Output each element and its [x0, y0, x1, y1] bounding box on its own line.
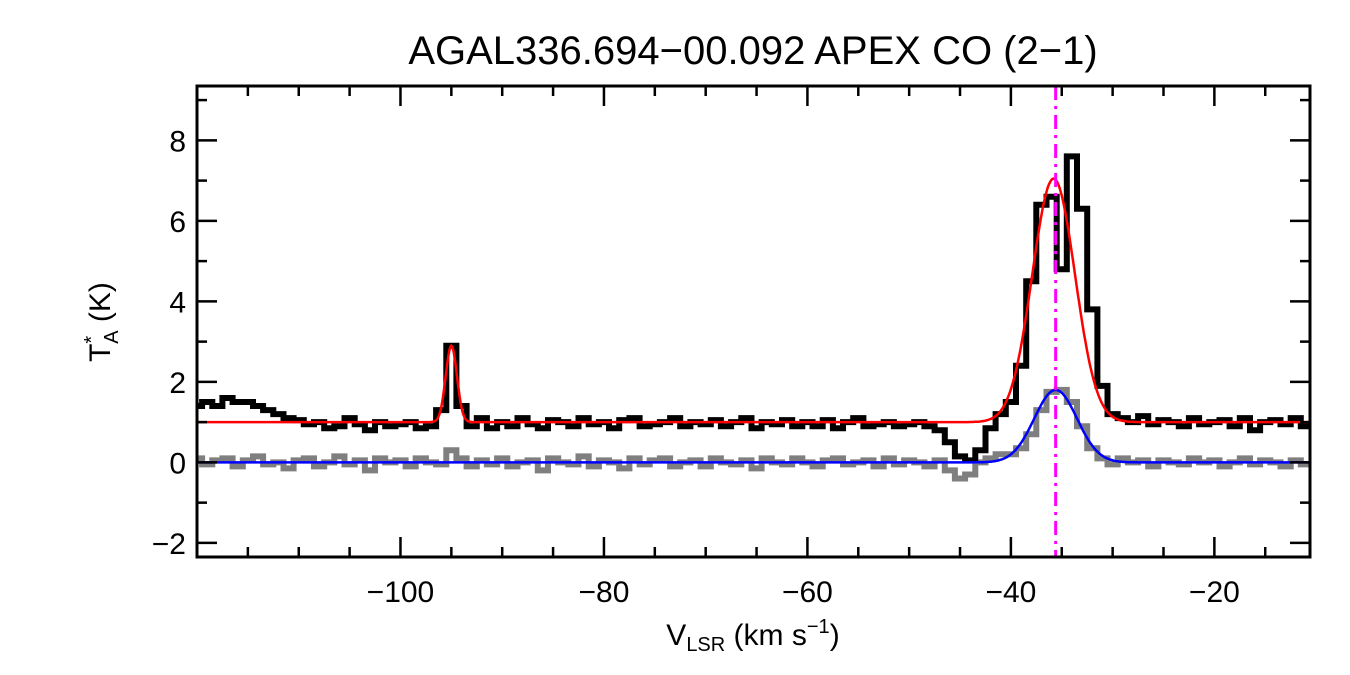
y-tick-label: 0 — [169, 447, 186, 480]
x-axis-label: VLSR (km s−1) — [666, 616, 839, 656]
x-tick-label: −80 — [579, 576, 630, 609]
y-axis-label-sub: A — [101, 330, 123, 344]
chart-title: AGAL336.694−00.092 APEX CO (2−1) — [408, 29, 1097, 73]
y-tick-label: 2 — [169, 367, 186, 400]
y-tick-label: −2 — [152, 528, 186, 561]
y-axis-label-rest: (K) — [84, 282, 117, 330]
series-layer — [197, 86, 1310, 557]
x-tick-label: −100 — [367, 576, 435, 609]
x-tick-label: −60 — [782, 576, 833, 609]
x-tick-label: −20 — [1189, 576, 1240, 609]
y-tick-label: 6 — [169, 206, 186, 239]
series-gaussian-fit — [197, 177, 1310, 424]
y-tick-label: 4 — [169, 286, 186, 319]
x-axis-label-sub: LSR — [686, 634, 725, 656]
x-axis-label-close: ) — [830, 619, 840, 652]
y-axis-label-main: T — [84, 344, 117, 362]
series-gaussian-fit-residual- — [197, 388, 1310, 464]
x-tick-label: −40 — [985, 576, 1036, 609]
y-tick-label: 8 — [169, 125, 186, 158]
y-axis-label-sup: * — [81, 336, 103, 344]
x-axis-label-main: V — [666, 619, 686, 652]
plot-frame — [195, 84, 1312, 559]
y-axis-label: T*A (K) — [81, 282, 123, 362]
x-axis-label-sup: −1 — [807, 616, 830, 638]
x-axis-label-rest: (km s — [725, 619, 807, 652]
series-co-2-1-spectrum — [197, 153, 1310, 464]
series-residual-spectrum — [197, 386, 1310, 482]
